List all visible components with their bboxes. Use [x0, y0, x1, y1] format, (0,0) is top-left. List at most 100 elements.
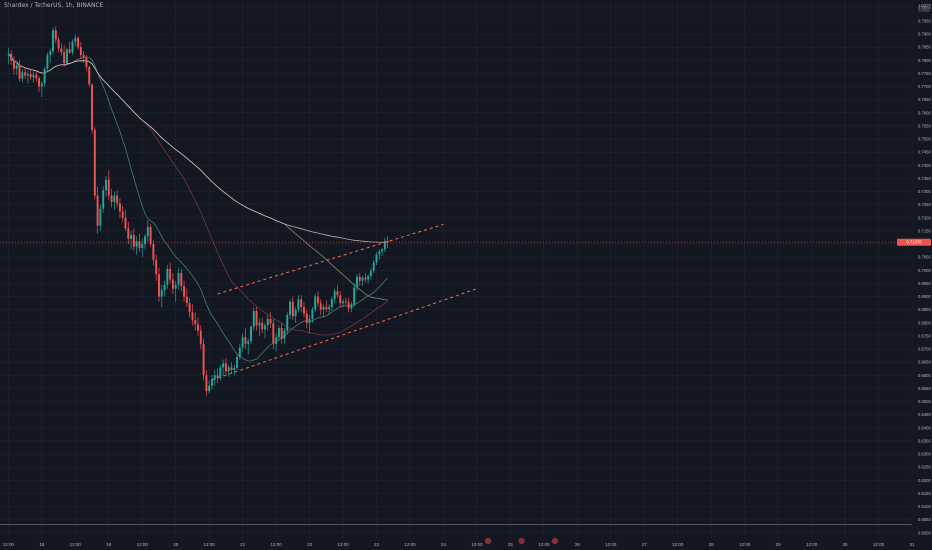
candle-bear — [12, 60, 15, 69]
candle-bear — [77, 38, 80, 48]
y-tick-label: 0.7900 — [918, 32, 931, 37]
horizontal-lines — [0, 241, 912, 525]
candle-bull — [266, 318, 269, 326]
y-tick-label: 0.6150 — [918, 491, 931, 496]
candle-bull — [26, 74, 29, 76]
x-tick-label: 22 — [307, 542, 313, 547]
y-tick-label: 0.7050 — [918, 255, 931, 260]
candle-bear — [35, 74, 38, 79]
ma-200-line — [8, 53, 388, 243]
candle-bull — [275, 337, 278, 344]
y-tick-label: 0.7550 — [918, 123, 931, 128]
candle-bear — [344, 301, 347, 303]
y-tick-label: 0.7000 — [918, 268, 931, 273]
grid-lines — [0, 0, 913, 538]
x-tick-label: 12:00 — [538, 542, 550, 547]
candle-bull — [102, 190, 105, 209]
x-tick-label: 12:00 — [70, 542, 82, 547]
candle-bear — [325, 307, 328, 310]
candle-bear — [124, 217, 127, 229]
x-tick-label: 12:00 — [672, 542, 684, 547]
symbol-title: Shardex / TetherUS, 1h, BINANCE — [4, 2, 104, 9]
candle-bear — [68, 49, 71, 53]
candle-bull — [378, 251, 381, 255]
y-tick-label: 0.6450 — [918, 412, 931, 417]
candle-bull — [252, 310, 255, 327]
price-scale[interactable]: 0.8000 0.7950 0.7900 0.7850 0.7800 0.7750 0.77… — [897, 5, 931, 535]
x-tick-label: 28 — [709, 542, 715, 547]
candle-bull — [353, 287, 356, 305]
candle-bull — [263, 325, 266, 330]
candle-bear — [300, 299, 303, 308]
candle-bull — [174, 284, 177, 289]
candle-bear — [255, 310, 258, 326]
y-tick-label: 0.7350 — [918, 176, 931, 181]
candle-bear — [180, 272, 183, 287]
candle-bear — [205, 375, 208, 392]
candle-bull — [330, 299, 333, 308]
x-tick-label: 12:00 — [270, 542, 282, 547]
currency-label[interactable]: USDT — [919, 3, 932, 8]
x-tick-label: 12:00 — [3, 542, 15, 547]
y-tick-label: 0.6500 — [918, 399, 931, 404]
candle-bear — [54, 30, 57, 40]
candle-bull — [311, 309, 314, 319]
candle-bear — [280, 328, 283, 339]
candle-bear — [269, 318, 272, 324]
candle-bull — [247, 341, 250, 344]
ma-100-line — [8, 53, 388, 301]
candle-bull — [222, 363, 225, 368]
candle-bull — [160, 289, 163, 297]
candle-bear — [91, 84, 94, 130]
candle-bull — [7, 53, 10, 55]
x-tick-label: 12:00 — [404, 542, 416, 547]
candle-bull — [71, 41, 74, 53]
candle-bear — [116, 195, 119, 204]
candle-bull — [322, 307, 325, 310]
candle-bear — [183, 286, 186, 297]
candle-bear — [63, 51, 66, 63]
candle-bear — [305, 313, 308, 323]
candle-bear — [171, 279, 174, 289]
candle-bull — [250, 326, 252, 342]
y-tick-label: 0.7300 — [918, 189, 931, 194]
x-tick-label: 23 — [374, 542, 380, 547]
x-tick-label: 12:00 — [137, 542, 149, 547]
x-tick-label: 12:00 — [204, 542, 216, 547]
candle-bull — [113, 195, 116, 203]
candle-bull — [46, 55, 49, 69]
candle-bear — [194, 320, 197, 325]
y-tick-label: 0.6800 — [918, 320, 931, 325]
candle-bull — [65, 49, 68, 63]
candle-bull — [297, 299, 300, 310]
current-price-badge — [897, 238, 931, 246]
x-tick-label: 18 — [39, 542, 45, 547]
y-tick-label: 0.6850 — [918, 307, 931, 312]
current-price-label: 0.71070 — [906, 240, 922, 245]
candle-bear — [60, 48, 63, 52]
candle-bear — [18, 65, 21, 79]
candle-bull — [369, 270, 372, 277]
candle-bull — [105, 179, 107, 191]
candle-bear — [202, 343, 205, 376]
candle-bull — [356, 276, 358, 288]
candle-bull — [258, 322, 261, 326]
candle-bear — [303, 307, 305, 314]
time-scale[interactable]: 12:00 18 12:00 19 12:00 20 12:00 21 12:00 22 12:00… — [3, 542, 915, 547]
y-tick-label: 0.6600 — [918, 373, 931, 378]
candle-bull — [333, 291, 336, 300]
candle-bull — [227, 367, 230, 372]
x-tick-label: 12:00 — [471, 542, 483, 547]
moving-averages — [8, 53, 388, 362]
candle-bull — [146, 227, 149, 237]
y-tick-label: 0.6950 — [918, 281, 931, 286]
candle-bear — [244, 337, 247, 344]
candle-bull — [342, 301, 345, 304]
candle-bull — [361, 277, 364, 281]
y-tick-label: 0.7600 — [918, 110, 931, 115]
candle-bear — [157, 274, 160, 297]
candle-bear — [82, 55, 85, 58]
candle-bear — [216, 375, 219, 378]
y-tick-label: 0.7400 — [918, 163, 931, 168]
